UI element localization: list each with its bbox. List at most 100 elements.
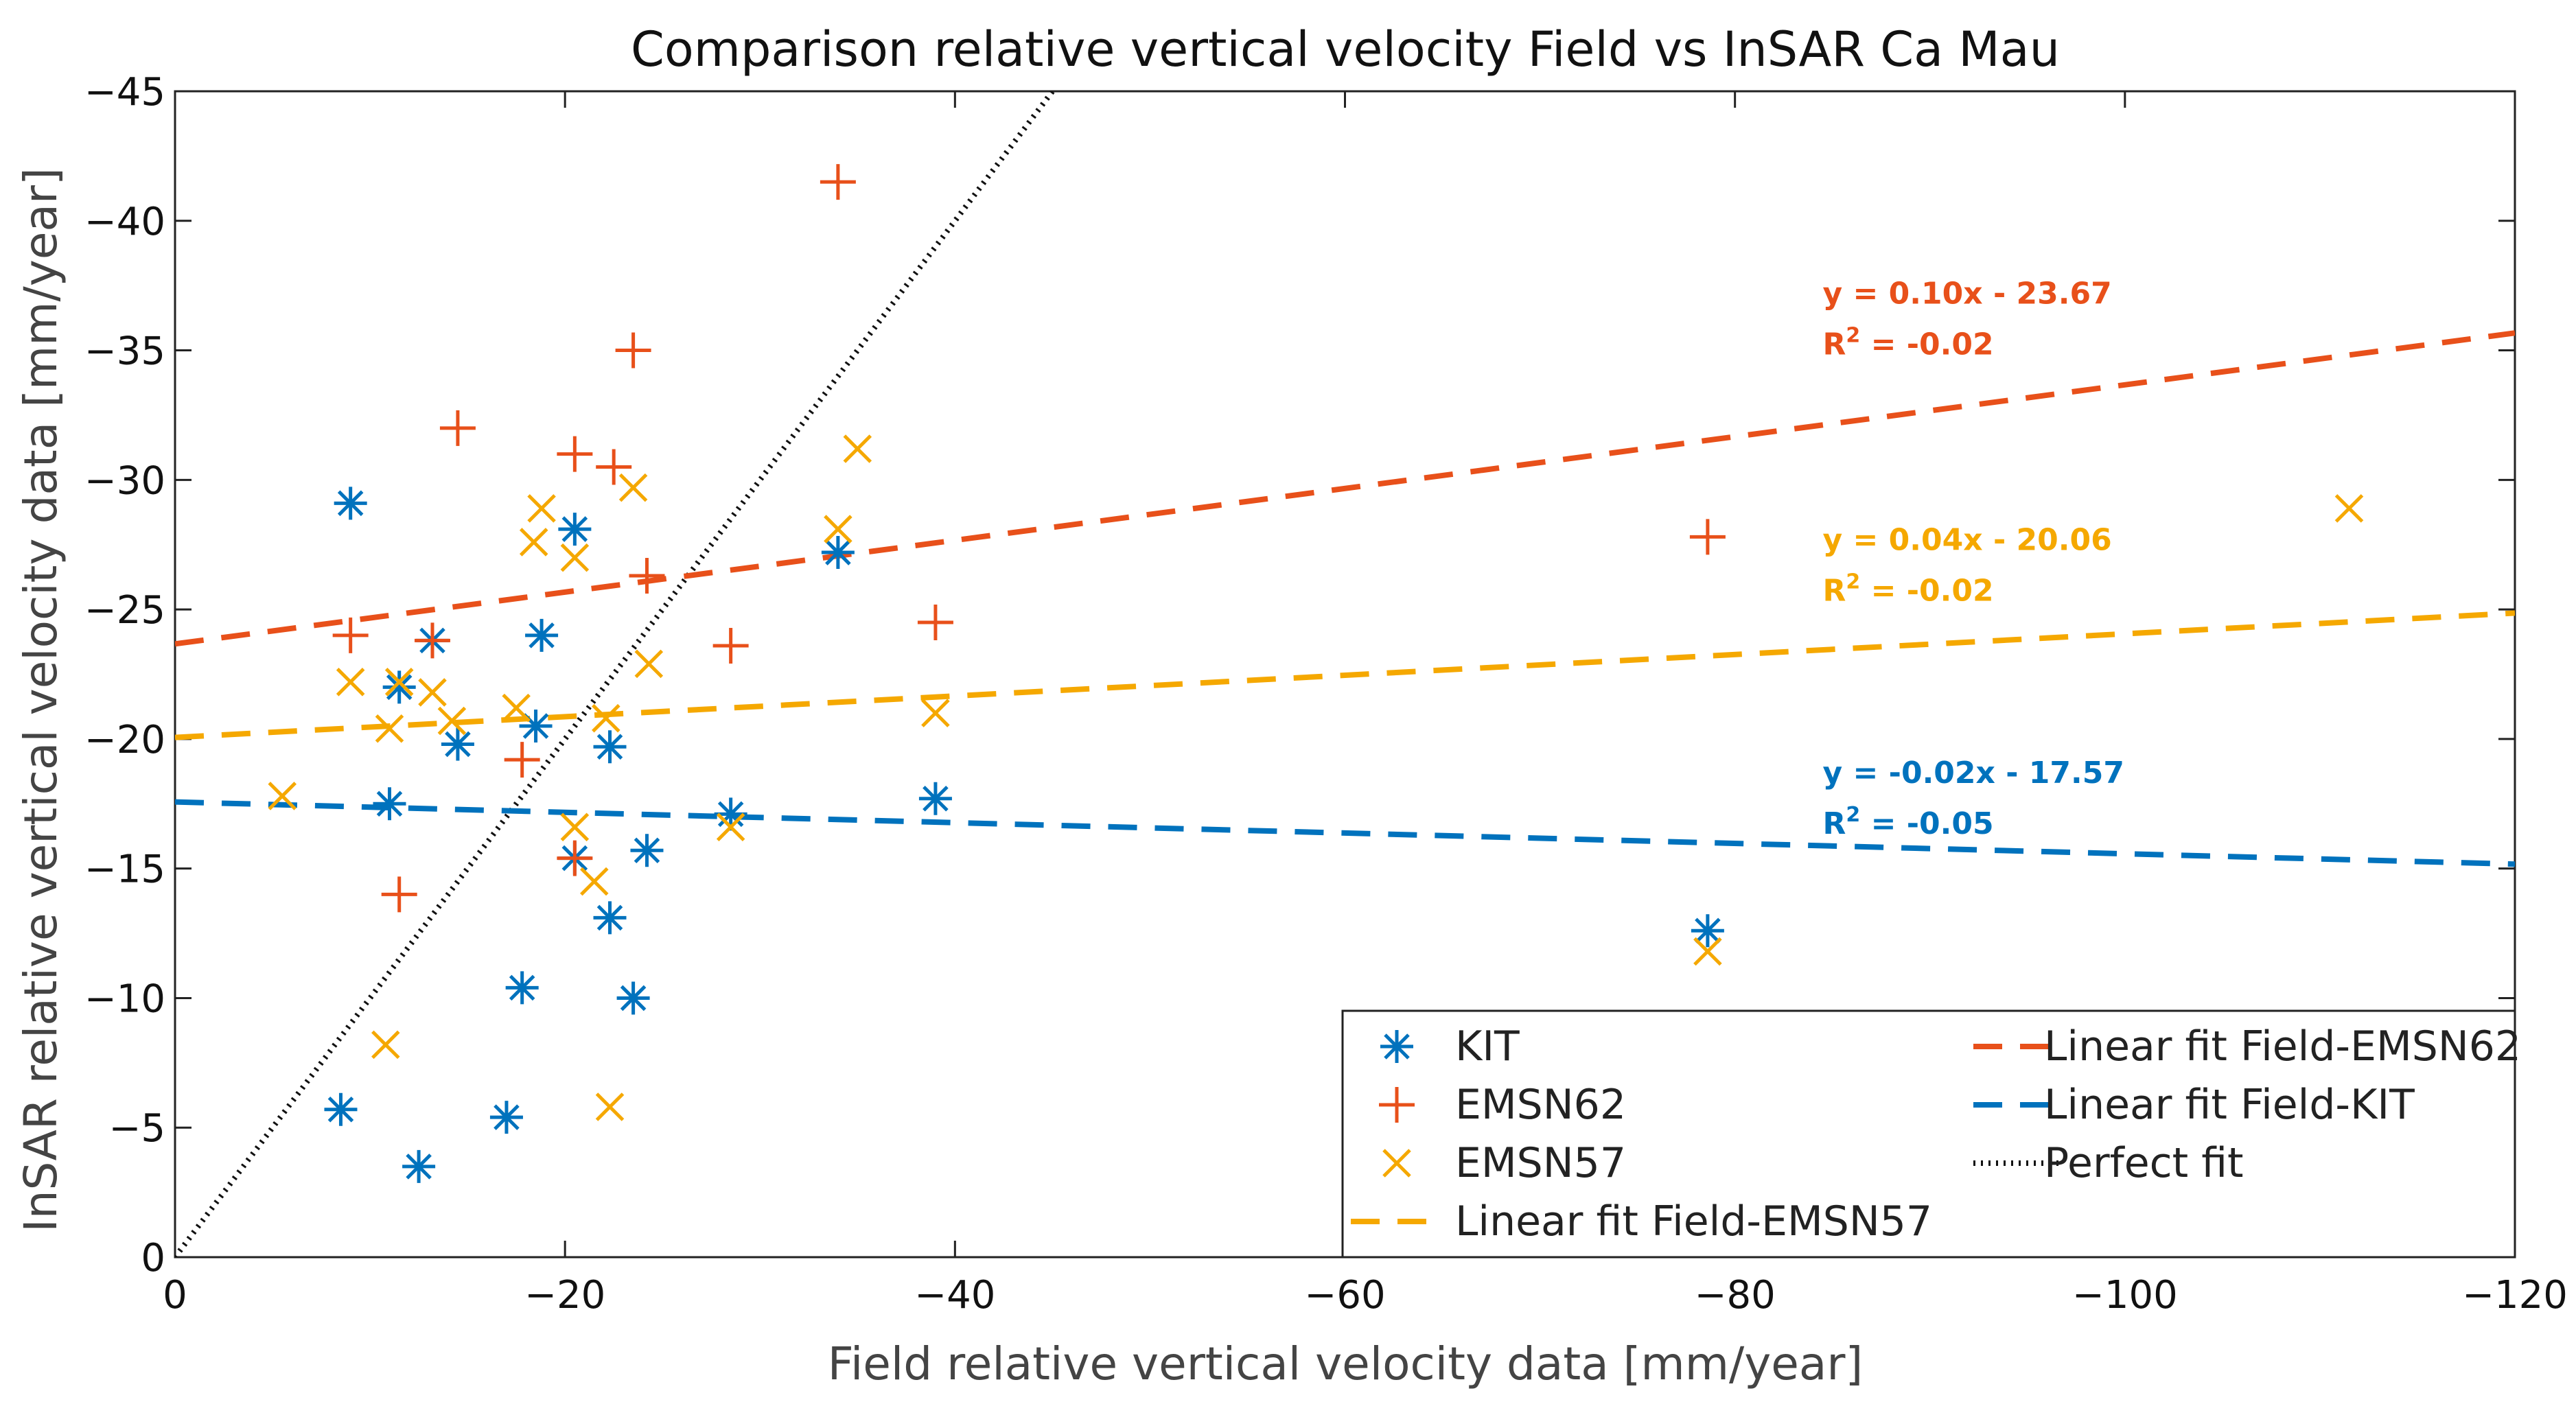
marker-stroke (336, 668, 365, 697)
marker-stroke (327, 1097, 354, 1123)
y-tick-label: 0 (141, 1236, 165, 1280)
point-emsn57 (519, 528, 548, 557)
point-emsn62 (917, 604, 953, 640)
point-emsn62 (557, 436, 593, 472)
point-kit (505, 971, 539, 1005)
marker-stroke (376, 791, 403, 817)
legend-label: Linear fit Field-KIT (2044, 1081, 2415, 1129)
point-emsn57 (592, 703, 620, 733)
r2-value: = -0.05 (1860, 806, 1993, 841)
point-emsn57 (618, 473, 648, 502)
fit-r2-field-emsn62: R2 = -0.02 (1823, 324, 1994, 362)
point-emsn57 (921, 699, 950, 727)
plot-area: 0 −20 −40 −60 −80 −100 −120 0 −5 −10 −15 −20 −25 −30 −… (84, 70, 2568, 1318)
marker-stroke (620, 985, 647, 1011)
marker-stroke (596, 734, 623, 760)
point-emsn57 (634, 649, 664, 679)
point-emsn57 (527, 494, 556, 523)
y-tick-label: −25 (84, 588, 165, 633)
marker-stroke (1695, 917, 1721, 944)
point-emsn57 (580, 867, 609, 896)
legend-marker-emsn57 (1382, 1149, 1411, 1178)
point-emsn57 (560, 812, 590, 842)
marker-stroke (494, 1104, 520, 1130)
y-tick-label: −15 (84, 847, 165, 892)
point-emsn57 (336, 668, 365, 697)
chart-title: Comparison relative vertical velocity Fi… (631, 21, 2060, 78)
legend: KIT Linear fit Field-EMSN62 EMSN62 Linear f… (1341, 1009, 2521, 1259)
point-emsn62 (414, 622, 450, 659)
point-emsn62 (596, 449, 632, 485)
marker-stroke (371, 1030, 400, 1060)
point-kit (616, 981, 650, 1015)
r2-superscript: 2 (1846, 570, 1860, 594)
point-emsn62 (381, 876, 417, 913)
point-emsn57 (384, 668, 414, 697)
point-kit (489, 1101, 523, 1134)
marker-stroke (337, 490, 364, 517)
x-tick-label: −120 (2462, 1273, 2568, 1318)
point-emsn57 (716, 812, 745, 842)
y-tick-label: −35 (84, 329, 165, 374)
marker-stroke (580, 867, 609, 896)
marker-stroke (2334, 494, 2364, 523)
r2-prefix: R (1823, 327, 1846, 362)
fit-equation-field-emsn62: y = 0.10x - 23.67 (1823, 277, 2112, 312)
r2-prefix: R (1823, 573, 1846, 608)
marker-stroke (560, 812, 590, 842)
point-emsn57 (375, 714, 404, 743)
marker-stroke (843, 434, 872, 463)
legend-item: EMSN62 (1379, 1081, 1626, 1129)
marker-stroke (921, 699, 950, 727)
point-kit (382, 670, 416, 704)
legend-item: Linear fit Field-KIT (1973, 1081, 2415, 1129)
x-axis-label: Field relative vertical velocity data [m… (828, 1337, 1863, 1390)
point-emsn62 (629, 558, 665, 594)
fit-equation-field-kit: y = -0.02x - 17.57 (1823, 756, 2124, 791)
y-axis-label: InSAR relative vertical velocity data [m… (14, 167, 67, 1232)
point-emsn62 (820, 164, 856, 200)
marker-stroke (527, 494, 556, 523)
fit-equation-field-emsn57: y = 0.04x - 20.06 (1823, 522, 2112, 557)
marker-stroke (268, 782, 297, 810)
marker-stroke (595, 1092, 625, 1121)
legend-item: Linear fit Field-EMSN57 (1351, 1197, 1932, 1246)
marker-stroke (384, 668, 414, 697)
point-emsn57 (502, 693, 531, 723)
point-emsn62 (332, 617, 369, 653)
x-tick-label: −100 (2072, 1273, 2178, 1318)
point-emsn62 (1689, 519, 1726, 555)
point-emsn57 (595, 1092, 625, 1121)
marker-stroke (509, 974, 535, 1001)
point-emsn57 (1693, 937, 1722, 966)
marker-stroke (437, 706, 467, 736)
r2-value: = -0.02 (1860, 327, 1993, 362)
legend-label: EMSN62 (1455, 1081, 1626, 1129)
y-tick-label: −45 (84, 70, 165, 115)
point-kit (593, 901, 627, 935)
fit-r2-field-kit: R2 = -0.05 (1823, 803, 1994, 841)
marker-stroke (825, 539, 851, 565)
r2-value: = -0.02 (1860, 573, 1993, 608)
x-tick-label: −80 (1695, 1273, 1776, 1318)
y-tick-label: −30 (84, 458, 165, 503)
point-kit (558, 513, 592, 546)
r2-prefix: R (1823, 806, 1846, 841)
x-tick-label: −40 (914, 1273, 995, 1318)
marker-stroke (445, 731, 471, 758)
point-emsn57 (418, 678, 447, 707)
fit-lines (175, 91, 2515, 1257)
legend-label: Linear fit Field-EMSN62 (2044, 1022, 2521, 1071)
marker-stroke (923, 785, 949, 812)
fit-line-field-kit (175, 799, 2515, 867)
legend-item: Linear fit Field-EMSN62 (1973, 1022, 2521, 1071)
marker-stroke (592, 703, 620, 733)
point-emsn57 (268, 782, 297, 810)
marker-stroke (418, 678, 447, 707)
marker-stroke (519, 528, 548, 557)
point-kit (334, 487, 367, 520)
point-emsn62 (439, 410, 476, 446)
legend-item: Perfect fit (1973, 1139, 2244, 1187)
point-kit (821, 536, 855, 570)
